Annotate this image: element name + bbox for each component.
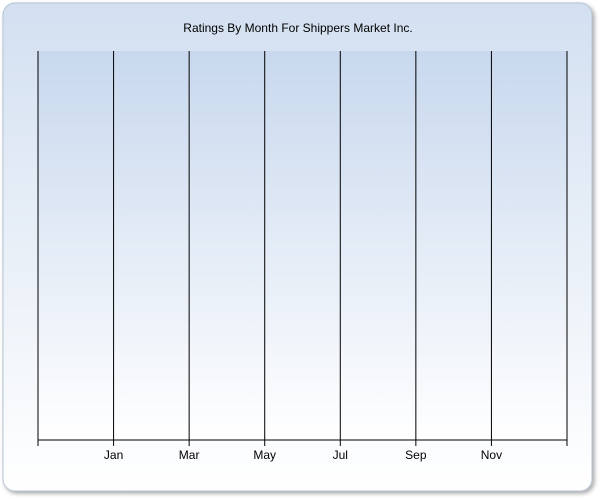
x-tick-label: Sep	[405, 448, 427, 462]
x-tick-label: Mar	[179, 448, 200, 462]
x-tick-label: Jan	[104, 448, 123, 462]
plot-area	[38, 51, 567, 440]
x-tick-label: Jul	[333, 448, 348, 462]
x-tick-label: May	[253, 448, 276, 462]
chart-title: Ratings By Month For Shippers Market Inc…	[183, 21, 412, 35]
x-tick-label: Nov	[481, 448, 502, 462]
